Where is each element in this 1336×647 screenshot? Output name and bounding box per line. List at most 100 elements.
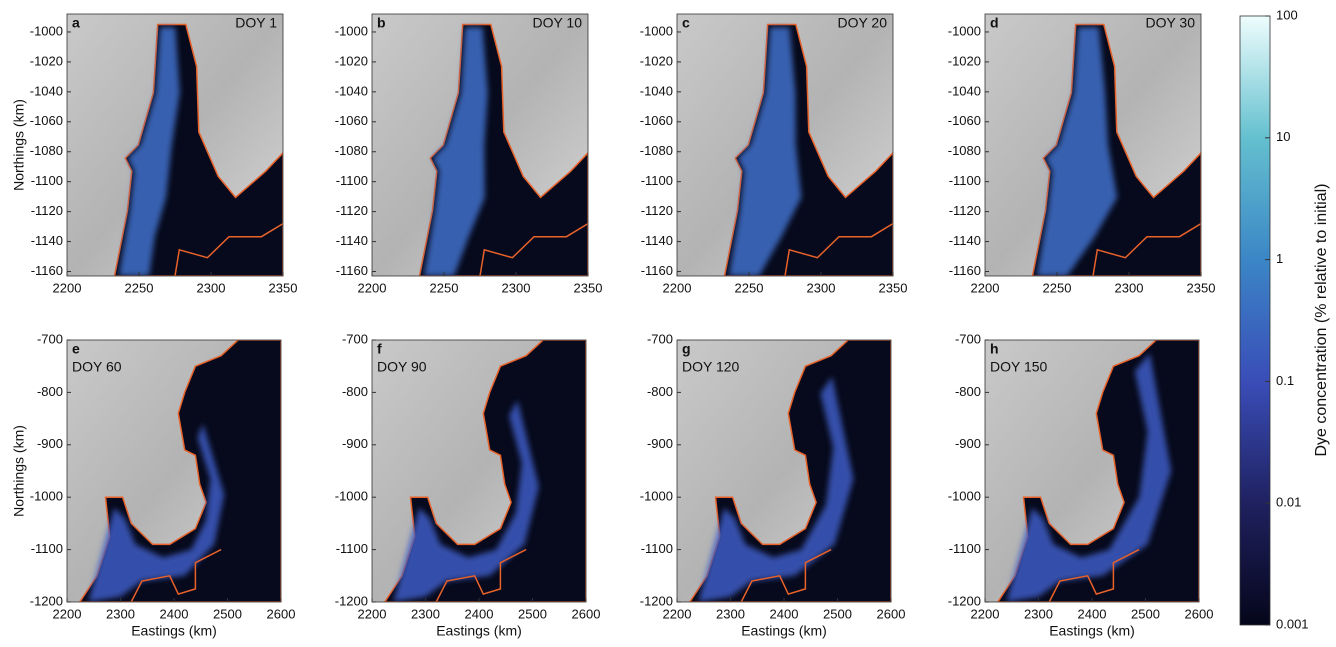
y-tick-label: -900 <box>37 436 63 451</box>
y-axis-label: Northings (km) <box>11 425 27 517</box>
y-tick-label: -1160 <box>336 263 368 278</box>
x-axis-label: Eastings (km) <box>436 623 522 639</box>
map-panel <box>372 340 586 602</box>
x-tick-label: 2200 <box>358 280 387 295</box>
y-tick-label: -800 <box>342 384 368 399</box>
x-tick-label: 2500 <box>823 606 852 621</box>
y-tick-label: -1120 <box>336 203 368 218</box>
colorbar-tick-label: 0.1 <box>1276 373 1294 388</box>
y-tick-label: -700 <box>342 331 368 346</box>
y-tick-label: -1120 <box>949 203 981 218</box>
y-tick-label: -1100 <box>949 173 981 188</box>
x-axis-label: Eastings (km) <box>131 623 217 639</box>
x-tick-label: 2350 <box>574 280 603 295</box>
y-tick-label: -1080 <box>640 143 673 158</box>
x-tick-label: 2300 <box>502 280 531 295</box>
x-tick-label: 2300 <box>1024 606 1053 621</box>
panel-letter: f <box>377 341 382 357</box>
y-axis-label: Northings (km) <box>11 99 27 191</box>
x-tick-label: 2600 <box>572 606 601 621</box>
map-panel <box>372 14 588 276</box>
x-tick-label: 2300 <box>807 280 836 295</box>
x-tick-label: 2200 <box>971 280 1000 295</box>
y-tick-label: -1100 <box>641 173 673 188</box>
y-tick-label: -1040 <box>335 83 368 98</box>
y-tick-label: -1000 <box>640 489 673 504</box>
y-tick-label: -1120 <box>641 203 673 218</box>
map-panel <box>985 340 1199 602</box>
panel-title: DOY 10 <box>532 15 582 31</box>
x-tick-label: 2200 <box>663 606 692 621</box>
y-tick-label: -700 <box>647 331 673 346</box>
y-tick-label: -1040 <box>948 83 981 98</box>
y-tick-label: -1000 <box>30 489 63 504</box>
y-tick-label: -1160 <box>949 263 981 278</box>
y-tick-label: -1140 <box>31 233 63 248</box>
map-panel <box>985 14 1201 276</box>
panel-title: DOY 20 <box>837 15 887 31</box>
y-tick-label: -1100 <box>336 173 368 188</box>
panel-letter: d <box>990 15 999 31</box>
y-tick-label: -900 <box>647 436 673 451</box>
y-tick-label: -1080 <box>30 143 63 158</box>
x-tick-label: 2400 <box>1078 606 1107 621</box>
x-tick-label: 2250 <box>125 280 154 295</box>
x-tick-label: 2350 <box>269 280 298 295</box>
x-axis-label: Eastings (km) <box>1049 623 1135 639</box>
x-tick-label: 2600 <box>877 606 906 621</box>
colorbar-tick-label: 1 <box>1276 251 1283 266</box>
y-tick-label: -1040 <box>640 83 673 98</box>
y-tick-label: -1000 <box>335 489 368 504</box>
x-tick-label: 2300 <box>411 606 440 621</box>
y-tick-label: -1080 <box>948 143 981 158</box>
y-tick-label: -1100 <box>31 541 63 556</box>
x-axis-label: Eastings (km) <box>741 623 827 639</box>
panel-letter: e <box>72 341 80 357</box>
panel-letter: c <box>682 15 690 31</box>
panel-letter: g <box>682 341 691 357</box>
y-tick-label: -1140 <box>641 233 673 248</box>
y-tick-label: -1040 <box>30 83 63 98</box>
y-tick-label: -1020 <box>640 53 673 68</box>
y-tick-label: -1140 <box>949 233 981 248</box>
colorbar <box>1240 16 1270 625</box>
x-tick-label: 2200 <box>971 606 1000 621</box>
map-panel <box>677 14 893 276</box>
panel-letter: h <box>990 341 999 357</box>
x-tick-label: 2600 <box>1185 606 1214 621</box>
y-tick-label: -1000 <box>948 23 981 38</box>
y-tick-label: -1060 <box>30 113 63 128</box>
x-tick-label: 2300 <box>1115 280 1144 295</box>
y-tick-label: -1060 <box>948 113 981 128</box>
y-tick-label: -1080 <box>335 143 368 158</box>
y-tick-label: -1000 <box>948 489 981 504</box>
y-tick-label: -1100 <box>641 541 673 556</box>
colorbar-label: Dye concentration (% relative to initial… <box>1313 183 1330 456</box>
x-tick-label: 2300 <box>716 606 745 621</box>
x-tick-label: 2500 <box>518 606 547 621</box>
y-tick-label: -800 <box>955 384 981 399</box>
y-tick-label: -1000 <box>640 23 673 38</box>
map-panel <box>67 340 281 602</box>
y-tick-label: -1020 <box>335 53 368 68</box>
x-tick-label: 2250 <box>430 280 459 295</box>
y-tick-label: -900 <box>342 436 368 451</box>
x-tick-label: 2250 <box>1043 280 1072 295</box>
colorbar-tick-label: 0.001 <box>1276 616 1309 631</box>
x-tick-label: 2400 <box>465 606 494 621</box>
panel-title: DOY 1 <box>235 15 277 31</box>
panel-title: DOY 30 <box>1145 15 1195 31</box>
y-tick-label: -1060 <box>640 113 673 128</box>
map-panel <box>677 340 891 602</box>
x-tick-label: 2300 <box>197 280 226 295</box>
colorbar-tick-label: 0.01 <box>1276 495 1301 510</box>
x-tick-label: 2200 <box>663 280 692 295</box>
figure: aDOY 1-1000-1020-1040-1060-1080-1100-112… <box>0 0 1336 642</box>
y-tick-label: -1060 <box>335 113 368 128</box>
y-tick-label: -1020 <box>948 53 981 68</box>
y-tick-label: -1160 <box>31 263 63 278</box>
map-panel <box>67 14 283 276</box>
y-tick-label: -800 <box>647 384 673 399</box>
panel-title: DOY 60 <box>72 359 122 375</box>
y-tick-label: -900 <box>955 436 981 451</box>
